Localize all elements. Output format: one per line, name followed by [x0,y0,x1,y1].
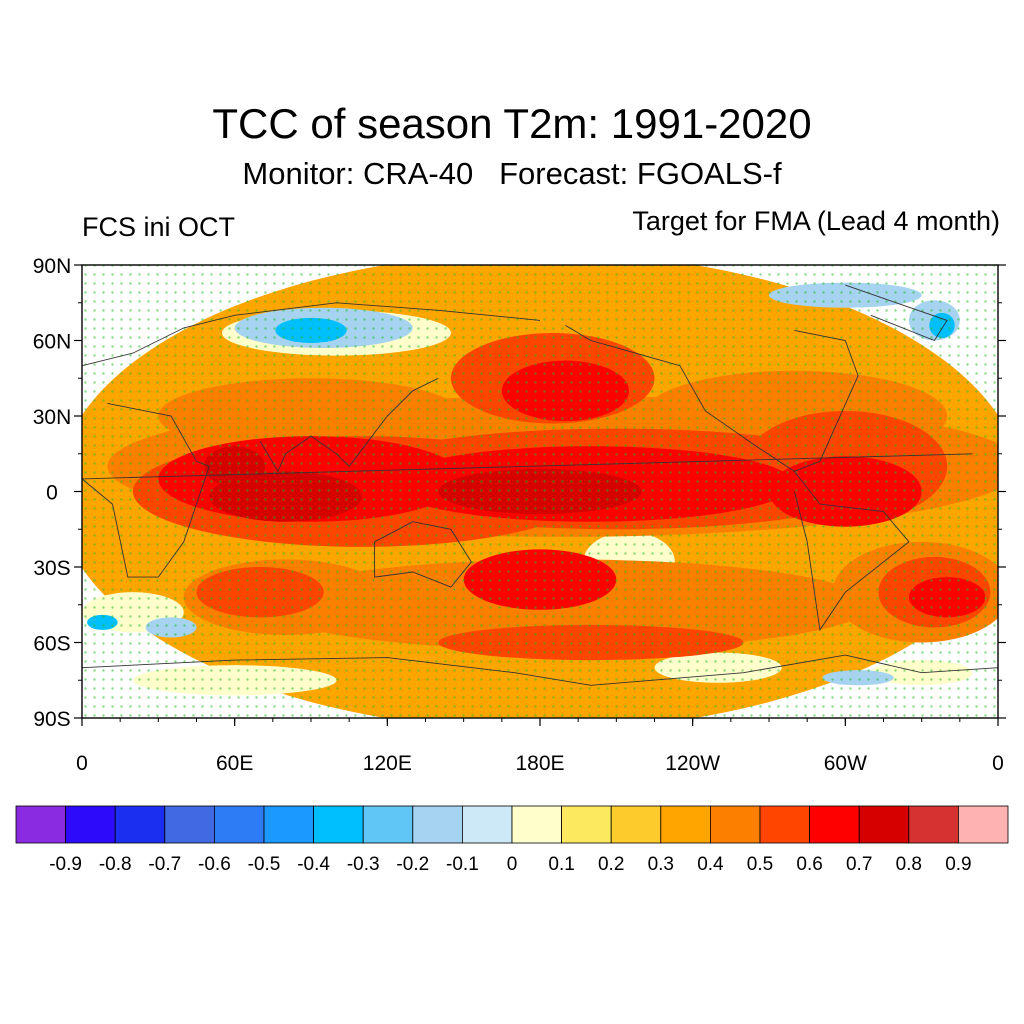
coastline-5 [793,471,910,632]
chart-title: TCC of season T2m: 1991-2020 [212,100,812,147]
colorbar-box-19 [958,805,1009,844]
tcc-field [82,265,998,718]
colorbar-box-14 [710,805,761,844]
colorbar-box-13 [660,805,711,844]
colorbar-box-18 [908,805,959,844]
colorbar-label: -0.6 [198,854,231,875]
colorbar-label: 0.7 [846,854,872,875]
chart-subtitle: Monitor: CRA-40 Forecast: FGOALS-f [242,156,782,191]
colorbar-box-15 [759,805,810,844]
colorbar-box-1 [65,805,116,844]
colorbar-label: -0.7 [148,854,181,875]
colorbar-label: 0.3 [648,854,674,875]
colorbar-label: -0.9 [49,854,82,875]
init-month-label: FCS ini OCT [82,212,236,242]
colorbar-box-0 [15,805,66,844]
target-season-label: Target for FMA (Lead 4 month) [632,206,1000,236]
y-tick-label: 0 [46,482,58,505]
colorbar-box-16 [809,805,860,844]
colorbar-label: 0 [507,854,518,875]
coastlines [82,284,998,686]
colorbar-box-5 [263,805,314,844]
coastline-4 [565,325,859,472]
coastline-3 [374,521,472,588]
colorbar-box-11 [561,805,612,844]
y-tick-label: 90S [33,708,70,731]
colorbar-box-10 [511,805,562,844]
x-tick-label: 120W [665,752,720,775]
colorbar-label: -0.4 [297,854,330,875]
colorbar-box-6 [313,805,364,844]
x-tick-label: 180E [515,752,564,775]
y-tick-label: 60S [33,633,70,656]
colorbar-label: -0.8 [99,854,132,875]
y-tick-label: 30N [33,406,72,429]
colorbar-box-2 [114,805,166,844]
colorbar-label: -0.1 [446,854,479,875]
colorbar-box-4 [213,805,265,844]
x-tick-label: 0 [76,752,88,775]
colorbar-box-7 [362,805,414,844]
x-tick-label: 120E [363,752,412,775]
coastline-1 [82,402,973,578]
coastline-0 [82,302,541,367]
axes: 0 60E 120E 180E 120W 60W 0 90N 60N 30N 0 30S 60S 90S [33,255,1006,775]
coastline-6 [82,654,998,686]
significance-stippling [82,265,998,718]
y-tick-label: 60N [33,331,72,354]
colorbar-label: -0.3 [347,854,380,875]
colorbar-box-9 [461,805,513,844]
coastline-2 [259,377,439,473]
x-tick-label: 60E [216,752,253,775]
colorbar-box-12 [610,805,662,844]
colorbar-label: -0.5 [248,854,281,875]
y-tick-label: 30S [33,557,70,580]
x-tick-label: 0 [992,752,1004,775]
colorbar-label: 0.6 [796,854,822,875]
colorbar-label: 0.1 [548,854,574,875]
y-tick-label: 90N [33,255,72,278]
colorbar-box-17 [858,805,910,844]
colorbar-box-8 [412,805,463,844]
colorbar-box-3 [164,805,215,844]
colorbar: -0.9 -0.8 -0.7 -0.6 -0.5 -0.4 -0.3 -0.2 -0.1 0 0.1… [15,805,1009,875]
colorbar-label: -0.2 [396,854,429,875]
colorbar-label: 0.9 [945,854,971,875]
x-tick-label: 60W [824,752,867,775]
colorbar-label: 0.4 [697,854,724,875]
colorbar-label: 0.2 [598,854,624,875]
colorbar-label: 0.5 [747,854,773,875]
colorbar-label: 0.8 [896,854,922,875]
coastline-7 [845,284,948,342]
